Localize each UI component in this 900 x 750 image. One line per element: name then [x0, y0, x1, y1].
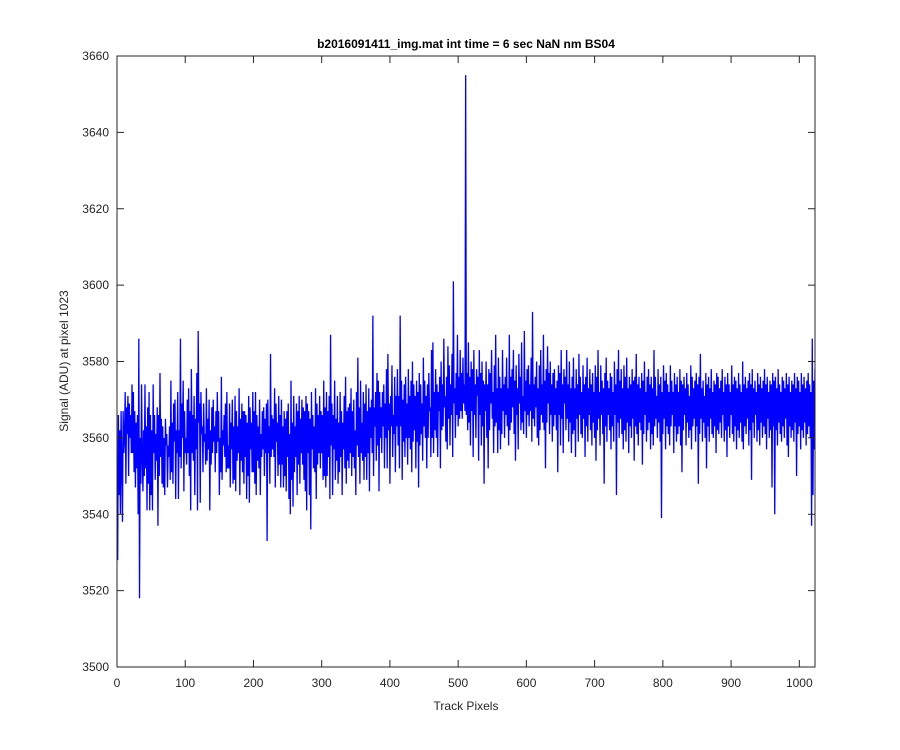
x-tick-label: 600 — [516, 676, 536, 690]
x-axis-label: Track Pixels — [434, 699, 499, 713]
y-tick-label: 3620 — [82, 202, 109, 216]
chart-title: b2016091411_img.mat int time = 6 sec NaN… — [317, 37, 615, 51]
x-tick-label: 100 — [175, 676, 195, 690]
data-layer — [117, 75, 815, 599]
y-axis-label: Signal (ADU) at pixel 1023 — [57, 290, 71, 432]
x-axis: 0 100 200 300 400 500 600 700 800 900 1000 — [114, 56, 813, 690]
x-tick-label: 0 — [114, 676, 121, 690]
x-tick-label: 1000 — [786, 676, 813, 690]
x-tick-label: 700 — [585, 676, 605, 690]
y-tick-label: 3500 — [82, 660, 109, 674]
y-tick-label: 3560 — [82, 431, 109, 445]
x-tick-label: 800 — [653, 676, 673, 690]
x-tick-label: 200 — [243, 676, 263, 690]
y-tick-label: 3580 — [82, 355, 109, 369]
y-tick-label: 3540 — [82, 507, 109, 521]
y-tick-label: 3520 — [82, 584, 109, 598]
x-tick-label: 400 — [380, 676, 400, 690]
y-tick-label: 3640 — [82, 125, 109, 139]
x-tick-label: 500 — [448, 676, 468, 690]
y-tick-label: 3600 — [82, 278, 109, 292]
series-line — [117, 75, 815, 599]
x-tick-label: 300 — [312, 676, 332, 690]
y-tick-label: 3660 — [82, 49, 109, 63]
y-axis: 3500 3520 3540 3560 3580 3600 3620 3640 3660 — [82, 49, 815, 674]
x-tick-label: 900 — [721, 676, 741, 690]
